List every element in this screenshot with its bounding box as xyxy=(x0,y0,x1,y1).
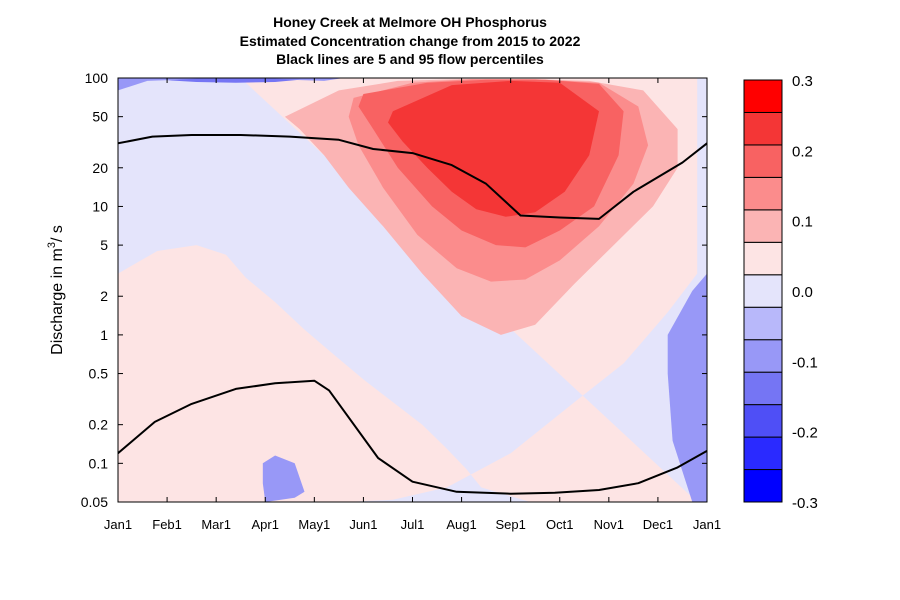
x-tick-label: Jul1 xyxy=(401,517,425,532)
x-tick-label: Jan1 xyxy=(693,517,721,532)
y-tick-label: 20 xyxy=(92,160,108,176)
y-axis-label-prefix: Discharge in m xyxy=(49,248,66,355)
colorbar-swatch xyxy=(743,404,783,438)
y-tick-label: 1 xyxy=(100,327,108,343)
colorbar-swatch xyxy=(743,176,783,211)
colorbar-swatch xyxy=(743,209,783,243)
x-tick-label: Dec1 xyxy=(643,517,673,532)
colorbar-swatch xyxy=(743,241,783,276)
plot-area xyxy=(117,77,708,503)
y-tick-label: 2 xyxy=(100,288,108,304)
contour-region-5 xyxy=(118,78,344,91)
x-tick-label: Apr1 xyxy=(252,517,279,532)
colorbar: 0.3 0.2 0.1 0.0 -0.1 -0.2 -0.3 xyxy=(743,73,818,512)
x-tick-label: Feb1 xyxy=(152,517,182,532)
chart-title-line-2: Estimated Concentration change from 2015… xyxy=(240,33,581,49)
x-tick-label: Nov1 xyxy=(594,517,624,532)
x-tick-label: Aug1 xyxy=(446,517,476,532)
y-tick-label: 10 xyxy=(92,198,108,214)
y-axis-label-suffix: / s xyxy=(49,225,66,242)
colorbar-swatch xyxy=(743,274,783,308)
colorbar-tick-label: -0.3 xyxy=(792,495,818,512)
colorbar-swatch xyxy=(743,469,783,503)
y-tick-label: 0.05 xyxy=(81,494,108,510)
y-tick-label: 0.5 xyxy=(89,366,109,382)
y-axis-label: Discharge in m3/ s xyxy=(46,225,66,355)
x-axis: Jan1 Feb1 Mar1 Apr1 May1 Jun1 Jul1 Aug1 Sep1 Oct1… xyxy=(104,78,721,532)
contour-region-4 xyxy=(388,80,599,217)
x-tick-label: Mar1 xyxy=(201,517,231,532)
colorbar-tick-label: -0.1 xyxy=(792,354,818,371)
y-tick-label: 5 xyxy=(100,237,108,253)
colorbar-tick-label: -0.2 xyxy=(792,425,818,442)
x-tick-label: Oct1 xyxy=(546,517,573,532)
y-axis: 100 50 20 10 5 2 1 0.5 0.2 0.1 0.05 xyxy=(81,70,707,510)
x-tick-label: Jun1 xyxy=(349,517,377,532)
colorbar-tick-label: 0.0 xyxy=(792,284,813,301)
colorbar-tick-label: 0.3 xyxy=(792,73,813,90)
chart-title-line-3: Black lines are 5 and 95 flow percentile… xyxy=(276,51,544,67)
x-tick-label: May1 xyxy=(298,517,330,532)
colorbar-tick-label: 0.2 xyxy=(792,143,813,160)
colorbar-tick-label: 0.1 xyxy=(792,214,813,231)
contour-region-6 xyxy=(667,273,707,502)
x-tick-label: Jan1 xyxy=(104,517,132,532)
y-tick-label: 0.2 xyxy=(89,417,109,433)
y-tick-label: 100 xyxy=(85,70,109,86)
contour-region-7 xyxy=(262,455,305,502)
flow-percentile-95-line xyxy=(118,134,707,220)
flow-percentile-5-line xyxy=(118,379,707,495)
chart-title-line-1: Honey Creek at Melmore OH Phosphorus xyxy=(273,14,547,30)
colorbar-swatch xyxy=(743,144,783,178)
colorbar-swatch xyxy=(743,371,783,406)
contour-region-8 xyxy=(167,78,300,83)
colorbar-swatch xyxy=(743,339,783,373)
colorbar-swatch xyxy=(743,111,783,146)
colorbar-swatch xyxy=(743,306,783,341)
y-tick-label: 0.1 xyxy=(89,455,109,471)
colorbar-swatch xyxy=(743,436,783,471)
y-tick-label: 50 xyxy=(92,109,108,125)
colorbar-swatch xyxy=(743,79,783,113)
y-axis-label-sup: 3 xyxy=(46,242,58,248)
contour-fills xyxy=(118,78,707,502)
x-tick-label: Sep1 xyxy=(495,517,525,532)
